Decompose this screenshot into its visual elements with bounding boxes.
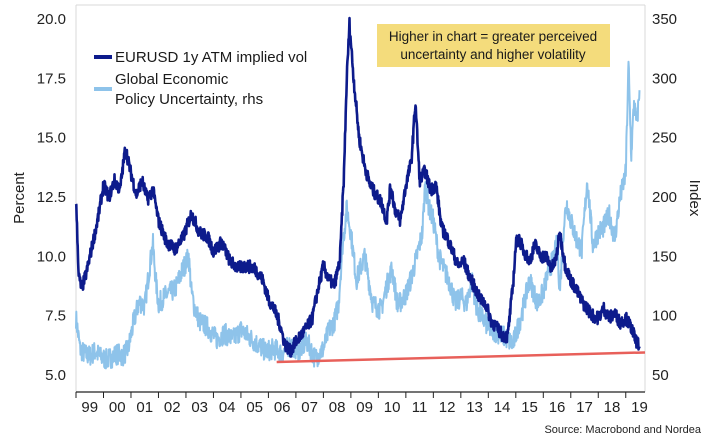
x-tick-label: 00 (109, 399, 126, 416)
x-tick-label: 03 (191, 399, 208, 416)
policy-uncertainty-line (75, 60, 641, 370)
trendline (276, 351, 646, 364)
x-tick-label: 15 (521, 399, 538, 416)
x-tick-label: 13 (466, 399, 483, 416)
x-tick-label: 02 (164, 399, 181, 416)
y-left-tick-label: 15.0 (37, 130, 66, 147)
x-tick-label: 05 (246, 399, 263, 416)
x-axis: 99 00 01 02 03 04 05 06 07 08 09 10 11 12 13 14 15 16 17 18… (75, 392, 648, 416)
x-tick-label: 18 (604, 399, 621, 416)
y-right-tick-label: 250 (652, 130, 677, 147)
x-tick-label: 10 (384, 399, 401, 416)
legend-label-epu-line: Policy Uncertainty, rhs (115, 91, 263, 108)
x-tick-label: 09 (356, 399, 373, 416)
y-left-tick-label: 10.0 (37, 248, 66, 265)
series-trendline (276, 351, 646, 364)
y-right-tick-label: 50 (652, 367, 669, 384)
y-axis-right-label: Index (686, 180, 703, 217)
annotation-line: uncertainty and higher volatility (400, 47, 586, 62)
x-tick-label: 11 (412, 399, 428, 416)
y-left-tick-label: 5.0 (45, 367, 66, 384)
y-right-tick-label: 300 (652, 70, 677, 87)
annotation-background (377, 24, 610, 67)
x-tick-label: 06 (274, 399, 291, 416)
y-right-tick-label: 150 (652, 248, 677, 265)
series-policy-uncertainty (75, 60, 641, 370)
x-tick-label: 04 (219, 399, 236, 416)
legend-label-epu: Global Economic Policy Uncertainty, rhs (115, 71, 263, 108)
y-right-tick-label: 200 (652, 189, 677, 206)
implied-vol-line (74, 16, 641, 358)
x-tick-label: 16 (549, 399, 566, 416)
x-tick-label: 01 (136, 399, 153, 416)
y-left-tick-label: 12.5 (37, 189, 66, 206)
y-left-tick-label: 17.5 (37, 70, 66, 87)
x-tick-label: 07 (301, 399, 318, 416)
y-axis-left: 5.0 7.5 10.0 12.5 15.0 17.5 20.0 (37, 11, 66, 384)
y-right-tick-label: 350 (652, 11, 677, 28)
source-note: Source: Macrobond and Nordea (544, 424, 701, 436)
legend-label-vol: EURUSD 1y ATM implied vol (115, 49, 307, 66)
y-left-tick-label: 7.5 (45, 308, 66, 325)
y-right-tick-label: 100 (652, 308, 677, 325)
y-axis-left-label: Percent (11, 171, 28, 224)
x-tick-label: 14 (494, 399, 511, 416)
x-tick-label: 19 (631, 399, 648, 416)
legend-label-epu-line: Global Economic (115, 71, 229, 88)
annotation-box: Higher in chart = greater perceived uncer… (377, 24, 610, 67)
y-left-tick-label: 20.0 (37, 11, 66, 28)
x-tick-label: 12 (439, 399, 456, 416)
legend: EURUSD 1y ATM implied vol Global Economi… (94, 49, 307, 108)
x-tick-label: 17 (576, 399, 593, 416)
series-implied-vol (74, 16, 641, 358)
annotation-text: Higher in chart = greater perceived uncer… (389, 29, 597, 62)
annotation-line: Higher in chart = greater perceived (389, 29, 597, 44)
x-tick-label: 08 (329, 399, 346, 416)
plot-frame (75, 4, 646, 393)
x-tick-label: 99 (81, 399, 98, 416)
y-axis-right: 50 100 150 200 250 300 350 (652, 11, 677, 384)
